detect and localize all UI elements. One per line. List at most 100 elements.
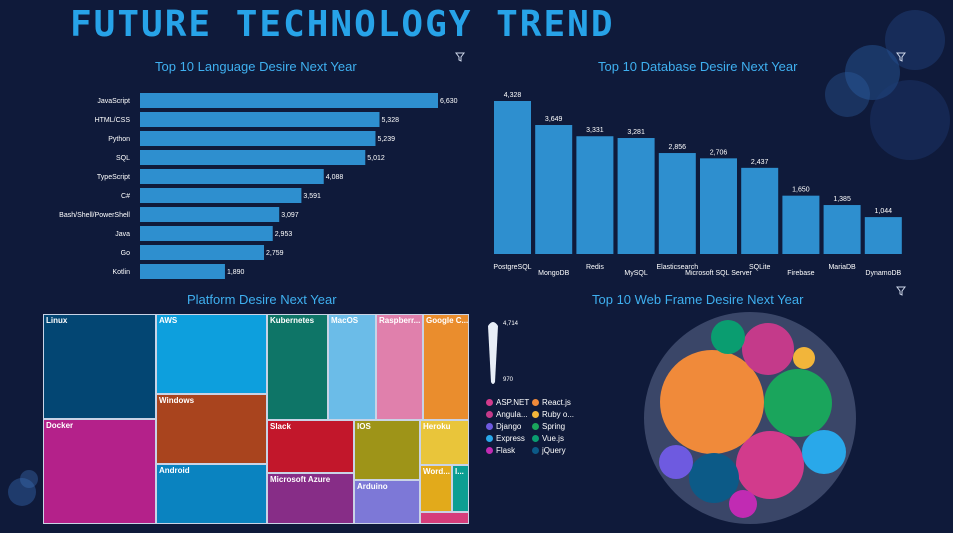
legend-item[interactable]: Spring [532, 422, 565, 431]
treemap-cell[interactable]: Heroku [420, 420, 469, 465]
bubble-react[interactable] [660, 350, 764, 454]
legend-swatch [486, 399, 493, 406]
language-bar-chart: JavaScript 6,630 HTML/CSS 5,328 Python 5,239 S… [59, 93, 458, 279]
legend-label: React.js [542, 398, 571, 407]
treemap-label: I... [455, 467, 464, 476]
bubble-spring[interactable] [764, 369, 832, 437]
language-tick-label: Bash/Shell/PowerShell [59, 212, 130, 219]
legend-swatch [532, 447, 539, 454]
page-title: FUTURE TECHNOLOGY TREND [70, 4, 615, 45]
language-bar [140, 245, 265, 260]
legend-item[interactable]: Vue.js [532, 434, 564, 443]
language-bar [140, 150, 366, 165]
database-tick-label: Redis [586, 264, 604, 271]
treemap-label: Windows [159, 396, 195, 405]
language-bar [140, 264, 225, 279]
bubble-ruby[interactable] [793, 347, 815, 369]
language-chart-title: Top 10 Language Desire Next Year [155, 59, 357, 74]
legend-label: Django [496, 422, 522, 431]
bubble-angular[interactable] [742, 323, 794, 375]
bubble-flask[interactable] [729, 490, 757, 518]
bubble-express[interactable] [802, 430, 846, 474]
database-data-label: 3,331 [586, 127, 604, 134]
treemap-cell[interactable]: Raspberr... [376, 314, 423, 420]
legend-item[interactable]: jQuery [532, 446, 566, 455]
legend-swatch [486, 435, 493, 442]
database-tick-label: DynamoDB [865, 270, 901, 277]
treemap-cell[interactable]: Slack [267, 420, 354, 473]
legend-swatch [486, 447, 493, 454]
legend-label: Flask [496, 446, 516, 455]
legend-item[interactable]: React.js [532, 398, 571, 407]
bubble-django[interactable] [659, 445, 693, 479]
legend-label: Vue.js [542, 434, 564, 443]
bg-bubble [870, 80, 950, 160]
treemap-label: Word... [423, 467, 450, 476]
treemap-cell[interactable]: Android [156, 464, 267, 524]
language-data-label: 6,630 [440, 98, 458, 105]
treemap-cell[interactable]: Microsoft Azure [267, 473, 354, 524]
filter-icon[interactable] [455, 52, 465, 62]
bg-bubble [825, 72, 870, 117]
legend-label: Ruby o... [542, 410, 575, 419]
treemap-label: MacOS [331, 316, 359, 325]
language-bar [140, 112, 380, 127]
database-bar [741, 167, 779, 254]
database-bar [782, 195, 820, 254]
treemap-label: Slack [270, 422, 291, 431]
language-tick-label: SQL [116, 155, 130, 162]
legend-label: Express [496, 434, 525, 443]
treemap-cell[interactable]: Kubernetes [267, 314, 328, 420]
language-data-label: 5,239 [377, 136, 395, 143]
database-bar [823, 205, 861, 254]
database-data-label: 1,650 [792, 187, 810, 194]
treemap-cell[interactable] [420, 512, 469, 524]
language-data-label: 2,953 [275, 231, 293, 238]
language-bar [140, 207, 280, 222]
treemap-cell[interactable]: Arduino [354, 480, 420, 524]
legend-label: ASP.NET [496, 398, 530, 407]
bg-bubble [885, 10, 945, 70]
bubble-vue[interactable] [711, 320, 745, 354]
treemap-cell[interactable]: Word... [420, 465, 452, 512]
treemap-cell[interactable]: Linux [43, 314, 156, 419]
legend-item[interactable]: Django [486, 422, 521, 431]
database-chart-title: Top 10 Database Desire Next Year [598, 59, 798, 74]
size-legend-shape [488, 322, 498, 384]
legend-swatch [532, 399, 539, 406]
filter-icon[interactable] [896, 52, 906, 62]
language-tick-label: JavaScript [97, 98, 130, 105]
treemap-cell[interactable]: AWS [156, 314, 267, 394]
language-tick-label: TypeScript [97, 174, 130, 181]
legend-item[interactable]: Flask [486, 446, 515, 455]
language-bar [140, 131, 376, 146]
treemap-cell[interactable]: Google C... [423, 314, 469, 420]
bubble-size-legend: 4,714 970 [486, 320, 526, 386]
treemap-label: Google C... [426, 316, 469, 325]
filter-icon[interactable] [896, 286, 906, 296]
bg-bubble [20, 470, 38, 488]
treemap-label: AWS [159, 316, 178, 325]
treemap-label: Arduino [357, 482, 388, 491]
treemap-label: Raspberr... [379, 316, 421, 325]
legend-item[interactable]: Angula... [486, 410, 528, 419]
bg-bubble [8, 478, 36, 506]
bubble-jquery[interactable] [689, 453, 739, 503]
treemap-cell[interactable]: Windows [156, 394, 267, 464]
database-tick-label: Elasticsearch [656, 264, 698, 271]
database-data-label: 2,706 [710, 149, 728, 156]
database-bar [535, 125, 573, 254]
language-tick-label: Python [108, 136, 130, 143]
bubble-aspnet[interactable] [736, 431, 804, 499]
database-tick-label: MySQL [624, 270, 647, 277]
database-data-label: 3,649 [545, 116, 563, 123]
legend-item[interactable]: Ruby o... [532, 410, 574, 419]
legend-item[interactable]: ASP.NET [486, 398, 529, 407]
treemap-cell[interactable]: Docker [43, 419, 156, 524]
database-bar [658, 153, 696, 254]
legend-item[interactable]: Express [486, 434, 525, 443]
treemap-cell[interactable]: I... [452, 465, 469, 512]
legend-swatch [486, 411, 493, 418]
treemap-cell[interactable]: IOS [354, 420, 420, 480]
treemap-cell[interactable]: MacOS [328, 314, 376, 420]
